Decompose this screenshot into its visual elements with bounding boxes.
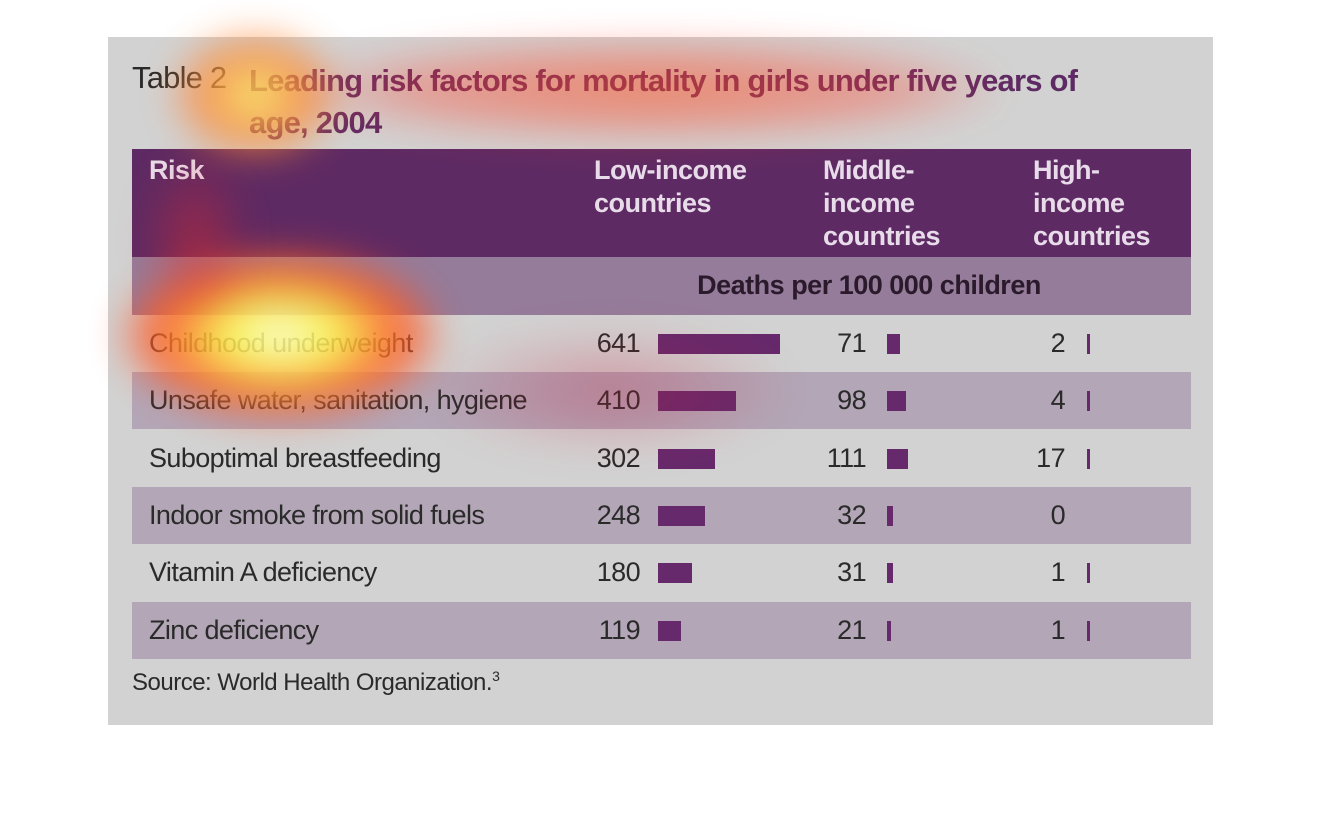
source: Source: World Health Organization.3 xyxy=(132,668,500,697)
value: 111 xyxy=(826,442,867,473)
value: 71 xyxy=(837,328,866,358)
value-bar xyxy=(887,334,901,354)
table-title: Leading risk factors for mortality in gi… xyxy=(249,60,1109,144)
value: 641 xyxy=(596,328,641,358)
value-bar xyxy=(887,391,906,412)
value: 0 xyxy=(1050,499,1066,530)
value: 17 xyxy=(1036,442,1065,473)
value-bar xyxy=(1087,620,1090,641)
column-header: countries xyxy=(1033,221,1151,251)
risk-name: Unsafe water, sanitation, hygiene xyxy=(149,385,528,416)
value: 31 xyxy=(837,557,866,588)
column-header: income xyxy=(823,188,915,218)
value-bar xyxy=(658,448,716,469)
value-bar xyxy=(1087,334,1090,354)
title-text: Leading risk factors for mortality in gi… xyxy=(249,63,1078,140)
value: 410 xyxy=(596,385,641,416)
column-header: income xyxy=(1033,188,1125,218)
column-header: countries xyxy=(823,221,941,251)
column-header: Middle- xyxy=(823,155,915,185)
value-bar xyxy=(887,505,894,526)
column-header: Low-income xyxy=(594,155,747,185)
value-bar xyxy=(1087,448,1091,469)
value: 98 xyxy=(837,385,866,416)
value: 21 xyxy=(837,614,866,645)
value-bar xyxy=(658,334,780,354)
value-bar xyxy=(887,563,893,584)
value: 2 xyxy=(1050,328,1066,358)
column-header: High- xyxy=(1033,155,1100,185)
value: 32 xyxy=(837,499,866,530)
risk-name: Vitamin A deficiency xyxy=(149,557,377,588)
value: 248 xyxy=(596,499,641,530)
risk-name: Suboptimal breastfeeding xyxy=(149,442,441,473)
value: 180 xyxy=(596,557,641,588)
risk-name: Childhood underweight xyxy=(149,328,413,358)
value-bar xyxy=(658,620,681,641)
value: 302 xyxy=(596,442,641,473)
value-bar xyxy=(658,391,736,412)
value: 119 xyxy=(598,614,641,645)
value-bar xyxy=(658,505,706,526)
risk-name: Indoor smoke from solid fuels xyxy=(149,499,485,530)
value-bar xyxy=(658,563,693,584)
source-ref: 3 xyxy=(492,668,500,684)
value-bar xyxy=(887,620,891,641)
header-band xyxy=(132,149,1191,257)
value-bar xyxy=(1087,391,1090,412)
value: 1 xyxy=(1050,557,1066,588)
source-text: Source: World Health Organization. xyxy=(132,669,493,696)
unit-label: Deaths per 100 000 children xyxy=(697,270,1041,300)
table-label: Table 2 xyxy=(132,60,227,95)
risk-name: Zinc deficiency xyxy=(149,614,319,645)
value-bar xyxy=(887,448,909,469)
value: 1 xyxy=(1050,614,1066,645)
value: 4 xyxy=(1050,385,1066,416)
column-header: countries xyxy=(594,188,712,218)
value-bar xyxy=(1087,563,1090,584)
column-header: Risk xyxy=(149,155,205,185)
